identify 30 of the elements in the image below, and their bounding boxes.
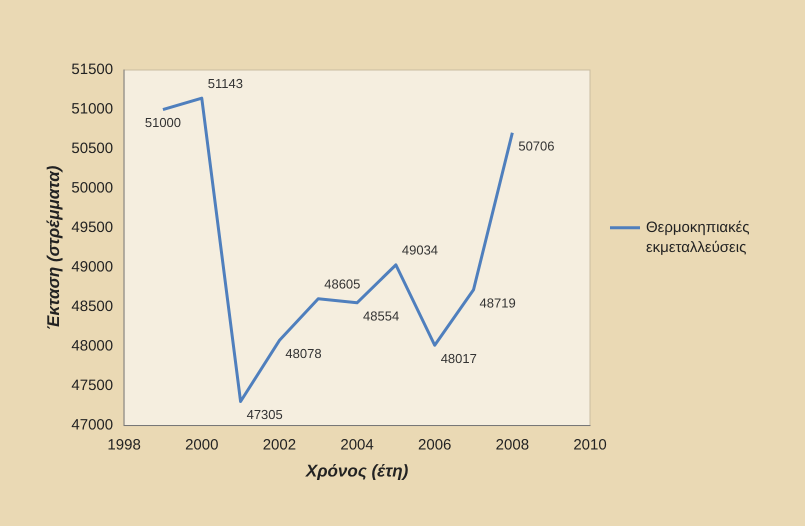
y-axis-title: Έκταση (στρέμματα): [44, 165, 63, 330]
x-tick-label: 2006: [418, 436, 452, 454]
legend-label: Θερμοκηπιακές εκμεταλλεύσεις: [646, 218, 750, 256]
data-label: 48719: [480, 295, 516, 310]
y-tick-label: 48500: [71, 298, 114, 316]
x-tick-label: 2002: [262, 436, 296, 454]
y-tick-label: 47500: [71, 377, 114, 394]
x-tick-label: 2008: [496, 436, 530, 454]
y-tick-label: 51500: [71, 61, 114, 78]
data-label: 51000: [144, 115, 182, 130]
y-tick-label: 48000: [71, 338, 114, 355]
data-label: 48605: [324, 276, 360, 292]
data-label: 48554: [363, 308, 400, 324]
data-label: 50706: [518, 138, 555, 154]
y-tick-label: 49000: [71, 258, 114, 276]
data-label: 48017: [440, 350, 477, 366]
x-tick-label: 1998: [107, 436, 141, 454]
data-label: 47305: [246, 407, 283, 422]
x-tick-label: 2010: [573, 436, 607, 454]
y-tick-label: 50500: [71, 140, 114, 158]
x-tick-label: 2004: [340, 436, 374, 454]
data-label: 49034: [402, 242, 438, 258]
x-tick-label: 2000: [185, 436, 218, 454]
data-label: 48078: [285, 346, 322, 361]
y-tick-label: 51000: [71, 100, 114, 118]
x-axis-title: Χρόνος (έτη): [304, 461, 409, 480]
y-tick-label: 49500: [71, 219, 114, 236]
data-label: 51143: [208, 76, 243, 91]
y-tick-label: 47000: [71, 416, 114, 434]
y-tick-label: 50000: [71, 180, 114, 197]
